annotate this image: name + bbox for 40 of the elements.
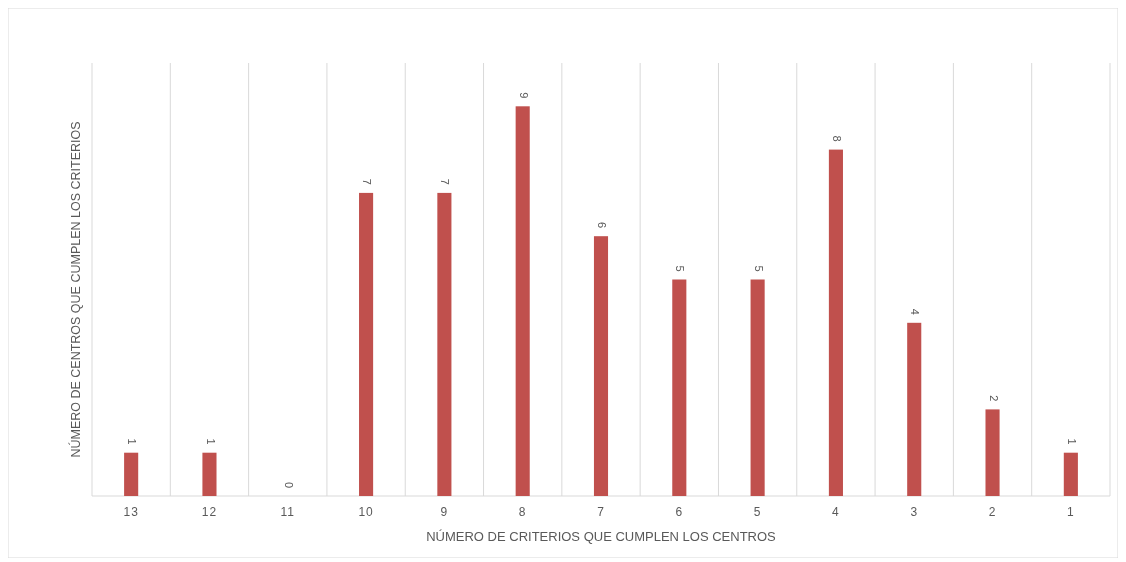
x-tick-label: 13 [123,505,139,519]
x-tick-label: 6 [675,505,684,519]
y-axis-title: NÚMERO DE CENTROS QUE CUMPLEN LOS CRITERIOS [68,121,83,458]
data-label: 7 [361,178,374,185]
x-tick-label: 7 [597,505,605,519]
data-label: 0 [282,481,295,488]
data-label: 1 [126,438,139,445]
bar [437,192,452,496]
x-tick-label: 8 [518,505,527,519]
bar [1063,452,1078,496]
x-tick-label: 12 [201,505,218,519]
bar [672,279,687,496]
bar [828,149,843,496]
x-tick-label: 11 [280,505,295,519]
data-label: 7 [439,178,452,185]
bar [202,452,217,496]
x-tick-label: 2 [988,505,997,519]
data-label: 8 [831,135,844,142]
x-tick-label: 4 [832,505,840,519]
bar [907,322,922,496]
data-label: 4 [909,308,922,315]
data-label: 9 [517,92,530,99]
x-tick-label: 3 [910,505,919,519]
data-label: 2 [987,395,1000,402]
data-label: 1 [1065,438,1078,445]
bar [985,409,1000,496]
bar [515,106,530,496]
bar [124,452,139,496]
bar [359,192,374,496]
bar [593,236,609,496]
x-axis-title: NÚMERO DE CRITERIOS QUE CUMPLEN LOS CENTROS [426,529,777,544]
data-label: 1 [204,438,217,445]
x-tick-label: 5 [753,505,762,519]
data-label: 6 [596,222,609,229]
data-label: 5 [752,265,765,272]
x-tick-label: 10 [358,505,374,519]
x-tick-label: 1 [1067,505,1075,519]
bar [750,279,765,496]
data-label: 5 [674,265,687,272]
x-tick-label: 9 [440,505,449,519]
